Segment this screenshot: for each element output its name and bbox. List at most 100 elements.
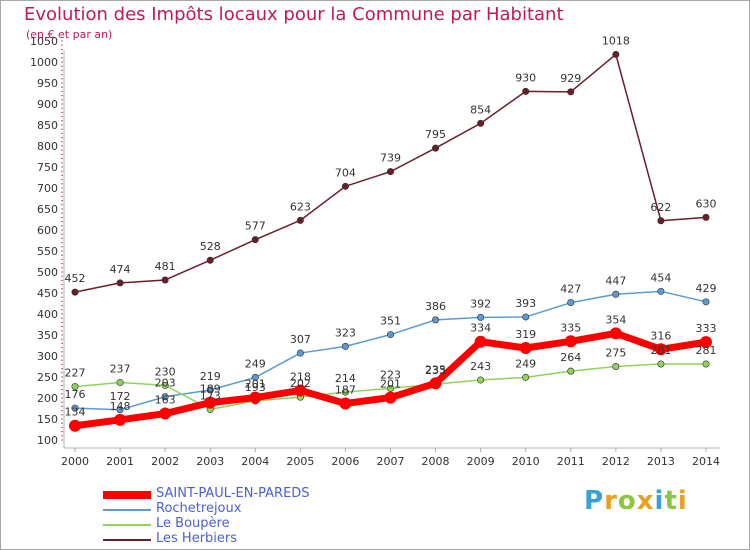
data-point-le-boup-re — [116, 378, 124, 386]
data-label-le-boup-re: 227 — [65, 367, 86, 380]
y-tick-label: 150 — [37, 413, 58, 426]
data-point-le-boup-re — [477, 376, 485, 384]
data-point-les-herbiers — [71, 288, 79, 296]
data-label-le-boup-re: 223 — [380, 368, 401, 381]
legend-swatch — [103, 509, 151, 511]
y-tick-label: 450 — [37, 287, 58, 300]
y-tick-label: 250 — [37, 371, 58, 384]
data-point-les-herbiers — [432, 144, 440, 152]
data-point-rochetrejoux — [251, 373, 259, 381]
chart-subtitle: (en € et par an) — [26, 28, 113, 41]
data-label-saint-paul-en-pareds: 134 — [65, 406, 86, 419]
y-tick-label: 1050 — [30, 35, 58, 48]
data-point-saint-paul-en-pareds — [429, 377, 442, 390]
data-point-rochetrejoux — [432, 316, 440, 324]
data-label-saint-paul-en-pareds: 235 — [425, 363, 446, 376]
data-label-les-herbiers: 854 — [470, 103, 491, 116]
data-label-le-boup-re: 237 — [110, 362, 131, 375]
data-point-rochetrejoux — [522, 313, 530, 321]
data-point-les-herbiers — [657, 217, 665, 225]
data-label-les-herbiers: 929 — [560, 72, 581, 85]
data-point-saint-paul-en-pareds — [204, 396, 217, 409]
data-label-rochetrejoux: 393 — [515, 297, 536, 310]
data-point-rochetrejoux — [71, 404, 79, 412]
data-label-les-herbiers: 930 — [515, 71, 536, 84]
data-label-rochetrejoux: 392 — [470, 297, 491, 310]
data-label-les-herbiers: 452 — [65, 272, 86, 285]
logo-letter: o — [617, 486, 637, 516]
data-label-rochetrejoux: 427 — [560, 283, 581, 296]
data-label-saint-paul-en-pareds: 148 — [110, 400, 131, 413]
data-label-le-boup-re: 275 — [605, 347, 626, 360]
data-label-le-boup-re: 281 — [650, 344, 671, 357]
logo-letter: r — [604, 486, 618, 516]
data-label-les-herbiers: 704 — [335, 166, 356, 179]
x-tick-label: 2010 — [512, 455, 540, 468]
legend-swatch — [103, 491, 151, 499]
data-point-rochetrejoux — [567, 299, 575, 307]
data-label-rochetrejoux: 429 — [695, 282, 716, 295]
x-tick-label: 2001 — [106, 455, 134, 468]
x-tick-label: 2003 — [196, 455, 224, 468]
data-point-saint-paul-en-pareds — [519, 342, 532, 355]
logo-letter: t — [664, 486, 678, 516]
data-label-rochetrejoux: 307 — [290, 333, 311, 346]
data-label-les-herbiers: 739 — [380, 152, 401, 165]
data-label-rochetrejoux: 386 — [425, 300, 446, 313]
x-tick-label: 2014 — [692, 455, 720, 468]
x-tick-label: 2006 — [331, 455, 359, 468]
chart-title: Evolution des Impôts locaux pour la Comm… — [24, 4, 564, 25]
legend-label: Le Boupère — [156, 516, 230, 531]
y-tick-label: 550 — [37, 245, 58, 258]
data-label-saint-paul-en-pareds: 335 — [560, 321, 581, 334]
data-point-rochetrejoux — [612, 290, 620, 298]
y-tick-label: 950 — [37, 77, 58, 90]
data-point-le-boup-re — [386, 384, 394, 392]
y-tick-label: 800 — [37, 140, 58, 153]
data-label-les-herbiers: 630 — [695, 197, 716, 210]
data-point-le-boup-re — [702, 360, 710, 368]
data-label-saint-paul-en-pareds: 201 — [380, 378, 401, 391]
data-point-saint-paul-en-pareds — [699, 336, 712, 349]
data-label-les-herbiers: 623 — [290, 200, 311, 213]
data-label-saint-paul-en-pareds: 334 — [470, 322, 491, 335]
data-point-saint-paul-en-pareds — [654, 343, 667, 356]
data-point-rochetrejoux — [161, 393, 169, 401]
x-tick-label: 2013 — [647, 455, 675, 468]
data-label-le-boup-re: 233 — [425, 364, 446, 377]
data-point-le-boup-re — [71, 383, 79, 391]
y-tick-label: 1000 — [30, 56, 58, 69]
x-tick-label: 2009 — [467, 455, 495, 468]
data-point-les-herbiers — [522, 87, 530, 95]
proxiti-logo: Proxiti — [584, 486, 688, 516]
data-point-rochetrejoux — [341, 342, 349, 350]
logo-letter: i — [677, 486, 688, 516]
data-point-saint-paul-en-pareds — [159, 407, 172, 420]
data-point-les-herbiers — [477, 119, 485, 127]
x-tick-label: 2011 — [557, 455, 585, 468]
x-tick-label: 2002 — [151, 455, 179, 468]
data-label-rochetrejoux: 351 — [380, 315, 401, 328]
y-tick-label: 850 — [37, 119, 58, 132]
data-label-saint-paul-en-pareds: 187 — [335, 383, 356, 396]
data-point-les-herbiers — [702, 213, 710, 221]
data-point-rochetrejoux — [386, 331, 394, 339]
y-tick-label: 750 — [37, 161, 58, 174]
legend-label: Les Herbiers — [156, 531, 238, 546]
y-tick-label: 700 — [37, 182, 58, 195]
data-label-saint-paul-en-pareds: 316 — [650, 329, 671, 342]
data-label-rochetrejoux: 323 — [335, 326, 356, 339]
data-point-les-herbiers — [341, 182, 349, 190]
data-point-saint-paul-en-pareds — [384, 391, 397, 404]
data-point-rochetrejoux — [206, 386, 214, 394]
data-label-rochetrejoux: 203 — [155, 377, 176, 390]
data-label-le-boup-re: 214 — [335, 372, 356, 385]
data-point-saint-paul-en-pareds — [609, 327, 622, 340]
data-point-les-herbiers — [161, 276, 169, 284]
data-label-le-boup-re: 202 — [290, 377, 311, 390]
data-point-rochetrejoux — [116, 406, 124, 414]
legend-label: SAINT-PAUL-EN-PAREDS — [156, 486, 310, 501]
data-point-saint-paul-en-pareds — [69, 419, 81, 432]
y-tick-label: 350 — [37, 329, 58, 342]
